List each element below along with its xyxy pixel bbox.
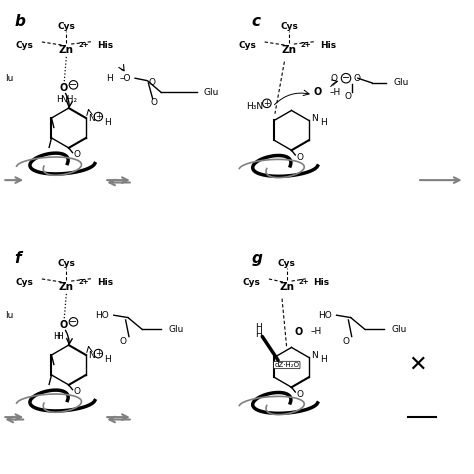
Text: N: N — [311, 114, 318, 122]
Text: –O: –O — [120, 74, 131, 82]
Text: Glu: Glu — [391, 325, 406, 334]
Text: Glu: Glu — [204, 88, 219, 97]
Text: N: N — [88, 351, 95, 359]
Text: H: H — [320, 118, 328, 127]
Text: Glu: Glu — [168, 325, 183, 334]
Text: His: His — [320, 41, 336, 49]
Text: Cys: Cys — [15, 278, 33, 286]
Text: ✕: ✕ — [408, 355, 427, 375]
Text: H₃N: H₃N — [246, 102, 263, 111]
Text: Glu: Glu — [393, 79, 409, 87]
Text: N: N — [88, 114, 95, 122]
Text: Cys: Cys — [280, 22, 298, 31]
Text: HO: HO — [318, 311, 332, 319]
Text: O: O — [73, 388, 81, 396]
Text: O: O — [296, 390, 303, 399]
Text: H: H — [104, 118, 111, 127]
Text: O: O — [313, 87, 322, 98]
Text: Cys: Cys — [278, 259, 296, 268]
Text: O: O — [294, 327, 303, 337]
Text: O: O — [151, 99, 157, 107]
Text: His: His — [97, 278, 113, 286]
Text: c: c — [251, 14, 260, 29]
Text: −: − — [342, 73, 350, 83]
Text: N: N — [311, 351, 318, 359]
Text: Zn: Zn — [59, 45, 74, 55]
Text: f: f — [14, 251, 21, 266]
Text: b: b — [14, 14, 25, 29]
Text: H: H — [106, 74, 112, 82]
Text: His: His — [313, 278, 329, 286]
Text: Zn: Zn — [59, 282, 74, 292]
Text: Cys: Cys — [57, 22, 75, 31]
Text: NH₂: NH₂ — [60, 95, 77, 104]
Text: –H: –H — [329, 88, 341, 97]
Text: +: + — [95, 112, 102, 121]
Text: Cys: Cys — [15, 41, 33, 49]
Text: 2+: 2+ — [78, 42, 89, 48]
Text: O: O — [73, 151, 81, 159]
Text: H: H — [54, 332, 60, 341]
Text: 2+: 2+ — [301, 42, 311, 48]
Text: g: g — [251, 251, 262, 266]
Text: dZ·H₂O: dZ·H₂O — [274, 362, 299, 368]
Text: –H: –H — [310, 328, 322, 336]
Text: H: H — [56, 332, 63, 341]
Text: Zn: Zn — [282, 45, 297, 55]
Text: O: O — [353, 74, 360, 82]
Text: Cys: Cys — [243, 278, 261, 286]
Text: Cys: Cys — [57, 259, 75, 268]
Text: +: + — [95, 349, 102, 358]
Text: H: H — [255, 330, 262, 338]
Text: His: His — [97, 41, 113, 49]
Text: O: O — [60, 319, 68, 330]
Text: HO: HO — [95, 311, 109, 319]
Text: lu: lu — [5, 311, 13, 319]
Text: O: O — [148, 79, 155, 87]
Text: lu: lu — [5, 74, 13, 82]
Text: H: H — [56, 95, 63, 104]
Text: −: − — [69, 317, 78, 327]
Text: +: + — [264, 99, 270, 108]
Text: 2+: 2+ — [299, 279, 309, 285]
Text: Cys: Cys — [238, 41, 256, 49]
Text: O: O — [120, 337, 127, 346]
Text: 2+: 2+ — [78, 279, 89, 285]
Text: O: O — [343, 337, 349, 346]
Text: O: O — [296, 153, 303, 162]
Text: O: O — [330, 74, 337, 82]
Text: O: O — [345, 92, 352, 100]
Text: H: H — [104, 356, 111, 364]
Text: O: O — [60, 82, 68, 93]
Text: Zn: Zn — [279, 282, 294, 292]
Text: H: H — [320, 356, 328, 364]
Text: H: H — [255, 323, 262, 331]
Text: −: − — [69, 80, 78, 90]
